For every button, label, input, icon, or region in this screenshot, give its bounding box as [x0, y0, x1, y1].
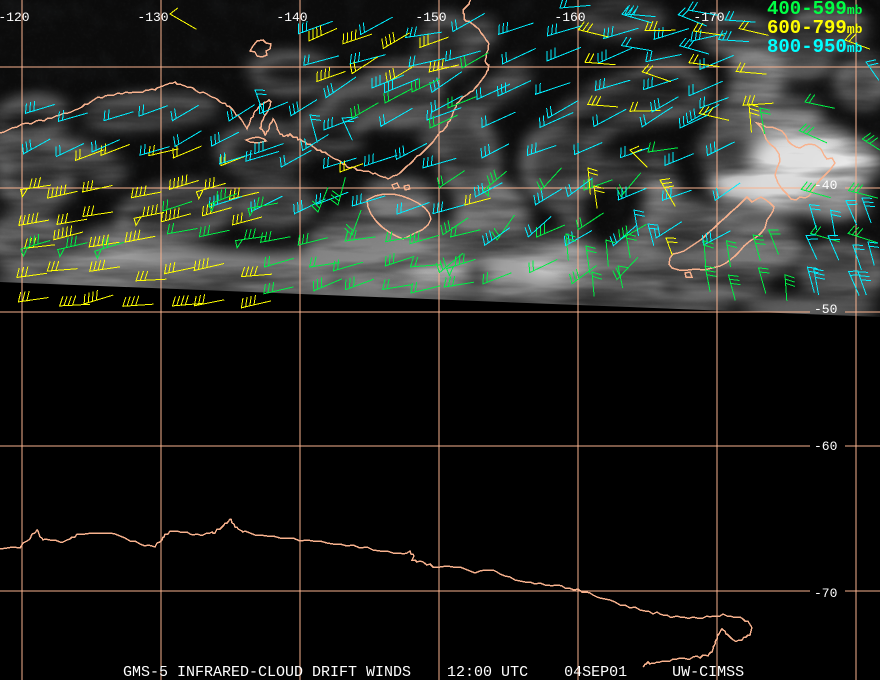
- svg-text:GMS-5 INFRARED-CLOUD DRIFT WIN: GMS-5 INFRARED-CLOUD DRIFT WINDS 12:00 U…: [123, 664, 744, 680]
- svg-text:-160: -160: [554, 10, 585, 25]
- svg-text:-170: -170: [693, 10, 724, 25]
- svg-text:-130: -130: [137, 10, 168, 25]
- svg-text:800-950mb: 800-950mb: [767, 36, 863, 58]
- svg-text:-40: -40: [814, 178, 837, 193]
- svg-text:-60: -60: [814, 439, 837, 454]
- svg-text:600-799mb: 600-799mb: [767, 17, 863, 39]
- svg-text:-70: -70: [814, 586, 837, 601]
- svg-text:-50: -50: [814, 302, 837, 317]
- svg-text:-140: -140: [276, 10, 307, 25]
- svg-text:-120: -120: [0, 10, 30, 25]
- svg-text:400-599mb: 400-599mb: [767, 0, 863, 20]
- svg-text:-150: -150: [415, 10, 446, 25]
